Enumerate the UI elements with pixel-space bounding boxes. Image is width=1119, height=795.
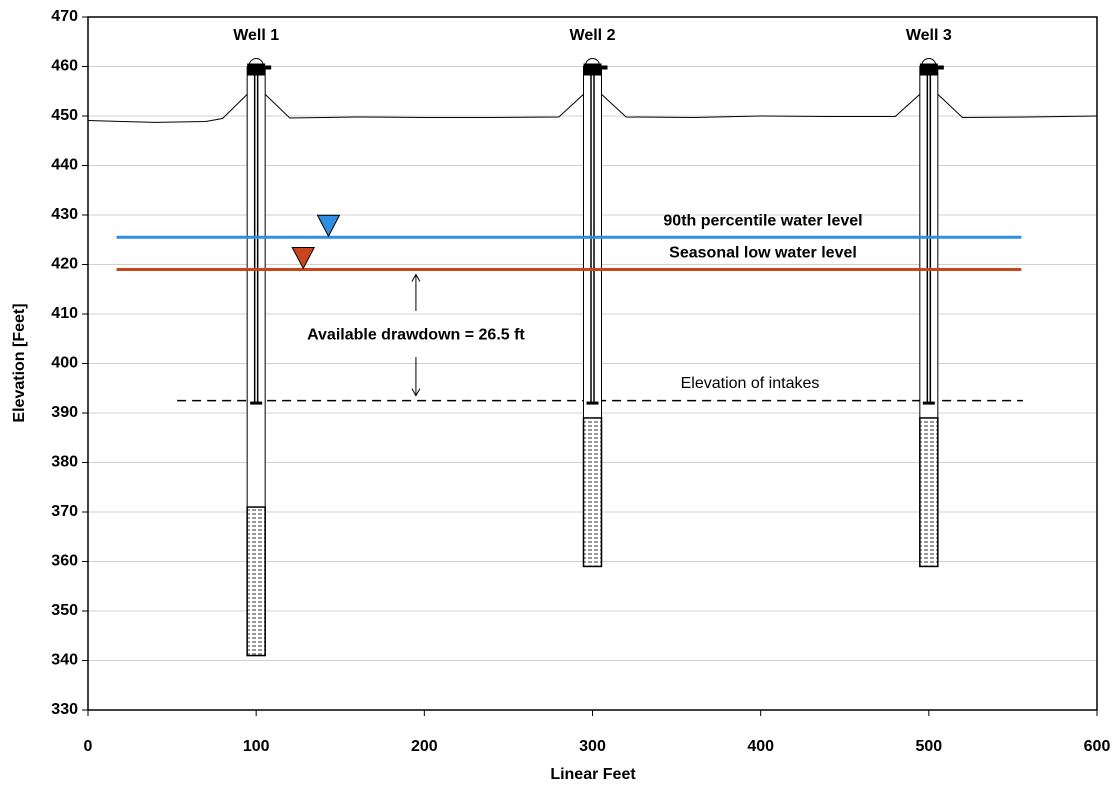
y-tick-label: 460	[51, 58, 78, 75]
arrowhead	[411, 388, 421, 397]
y-tick-label: 440	[51, 157, 78, 174]
water-level-label: Seasonal low water level	[669, 245, 857, 262]
x-axis-label: Linear Feet	[550, 766, 636, 783]
y-tick-label: 470	[51, 8, 78, 25]
y-tick-label: 340	[51, 652, 78, 669]
y-tick-label: 400	[51, 355, 78, 372]
plot-frame	[87, 16, 1098, 711]
well-screen	[246, 506, 266, 657]
well-cap	[919, 63, 938, 76]
x-tick-label: 300	[579, 738, 606, 755]
y-tick-label: 370	[51, 503, 78, 520]
well-name: Well 3	[906, 27, 952, 44]
y-tick-label: 330	[51, 701, 78, 718]
y-tick-label: 360	[51, 553, 78, 570]
drawdown-label: Available drawdown = 26.5 ft	[307, 326, 525, 343]
well-cap	[247, 63, 266, 76]
x-tick-label: 200	[411, 738, 438, 755]
well-name: Well 1	[233, 27, 279, 44]
y-tick-label: 380	[51, 454, 78, 471]
y-tick-label: 430	[51, 206, 78, 223]
water-level-marker	[291, 246, 316, 270]
y-tick-label: 390	[51, 404, 78, 421]
x-tick-label: 400	[747, 738, 774, 755]
x-tick-label: 0	[84, 738, 93, 755]
well-screen	[582, 417, 603, 568]
y-tick-label: 450	[51, 107, 78, 124]
y-tick-label: 420	[51, 256, 78, 273]
well-cap-tab	[601, 65, 608, 70]
x-tick-label: 100	[243, 738, 270, 755]
arrowhead	[411, 273, 421, 282]
water-level-marker	[316, 214, 341, 238]
well-name: Well 2	[570, 27, 616, 44]
y-tick-label: 350	[51, 602, 78, 619]
y-tick-label: 410	[51, 305, 78, 322]
well-cap-tab	[937, 65, 944, 70]
x-tick-label: 600	[1084, 738, 1111, 755]
x-tick-label: 500	[915, 738, 942, 755]
well-cap	[583, 63, 602, 76]
well-cap-tab	[265, 65, 272, 70]
y-axis-label: Elevation [Feet]	[11, 303, 28, 422]
intake-label: Elevation of intakes	[681, 375, 820, 392]
water-level-label: 90th percentile water level	[663, 212, 862, 229]
well-screen	[919, 417, 939, 568]
